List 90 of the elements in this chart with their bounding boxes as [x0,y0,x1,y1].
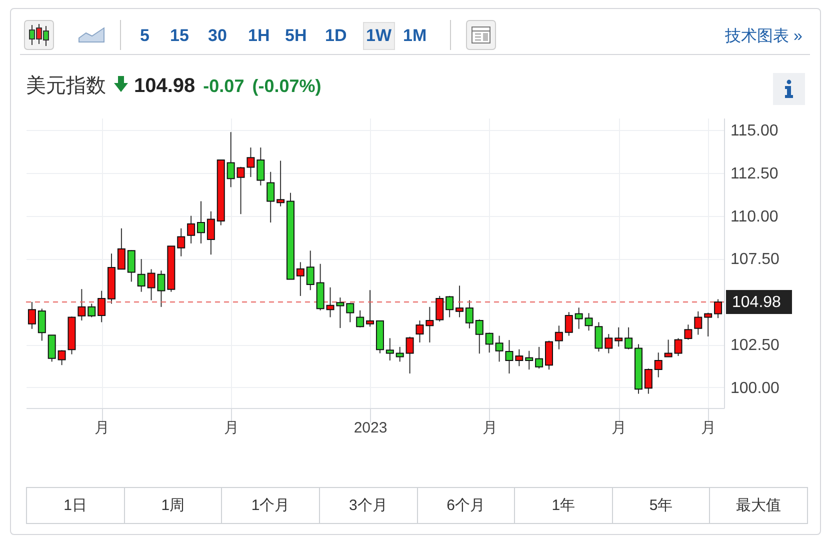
candlestick [88,303,96,318]
candlestick [236,166,245,215]
candlestick [266,171,275,224]
candlestick [98,290,106,323]
text: 5年 [612,488,710,523]
candlestick [306,250,314,291]
x-tick-label: 月 [94,420,110,436]
candlestick [117,228,126,270]
candlestick [406,336,414,374]
candlestick [475,318,484,354]
candlestick [246,147,255,178]
candlestick [48,334,56,362]
candlestick [604,334,613,354]
text: (-0.07%) [252,76,322,96]
text: 104.98 [134,75,196,97]
text: 5 [140,26,150,46]
candlestick [196,200,205,244]
candlestick [465,300,474,329]
candlestick [594,322,603,352]
text: 30 [208,26,227,46]
candlestick [187,215,196,244]
candlestick [356,310,364,328]
text: -0.07 [203,76,244,96]
candlestick [426,306,434,343]
candlestick [346,302,354,323]
candlestick [684,324,692,340]
candlestick [624,326,633,350]
text: 5H [285,26,307,46]
text: 6个月 [418,488,516,523]
candlestick [137,258,146,292]
text: 1周 [124,488,222,523]
candlestick [78,288,86,321]
candlestick [386,338,394,361]
candlestick [545,340,554,370]
candlestick [694,310,702,336]
candlestick [515,348,524,367]
candlestick [366,290,374,328]
candlestick [574,307,583,330]
text: 1D [325,26,347,46]
candlestick [704,312,712,337]
ref-line-label: 104.98 [732,294,782,311]
candlestick [446,295,454,318]
candlestick [177,228,186,257]
text: 15 [170,26,189,46]
candlestick [564,312,573,336]
chart-title: 美元指数 [26,75,106,97]
text: 1日 [27,488,125,523]
candlestick [714,298,722,319]
candlestick [38,308,46,342]
candlestick [584,312,593,332]
x-tick-label: 2023 [354,420,388,436]
text: 1个月 [222,488,320,523]
candlestick [127,250,136,282]
candlestick [654,352,662,378]
y-tick-label: 100.00 [730,380,780,397]
candlestick [644,368,652,394]
candlestick [614,326,623,348]
y-tick-label: 115.00 [730,122,778,140]
candlestick [396,346,404,362]
x-tick-label: 月 [701,420,716,436]
candlestick [416,320,424,343]
candlestick [28,301,36,330]
x-tick-label: 月 [482,420,498,436]
candlestick [674,338,682,357]
text: 3个月 [320,488,418,523]
candlestick [664,339,672,358]
text: 1W [363,22,394,50]
candlestick [485,332,494,354]
candlestick [436,295,444,322]
y-tick-label: 112.50 [730,165,778,182]
y-tick-label: 110.00 [730,208,778,226]
candlestick [276,160,285,207]
text: 1M [403,26,427,46]
candlestick [525,350,534,370]
candlestick [206,210,215,256]
x-tick-label: 月 [224,420,239,436]
text: 最大值 [735,496,782,516]
text: 技术图表 » [725,26,802,47]
y-tick-label: 107.50 [730,251,780,268]
candlestick [456,285,464,318]
candlestick [296,262,304,296]
candlestick [58,350,66,366]
candlestick [226,132,235,188]
text: 1H [248,26,270,46]
x-tick-label: 月 [612,420,627,436]
candlestick [554,325,563,350]
candlestick [535,346,544,370]
candlestick [256,147,265,186]
y-tick-label: 102.50 [730,337,780,354]
text: 1年 [515,488,613,523]
